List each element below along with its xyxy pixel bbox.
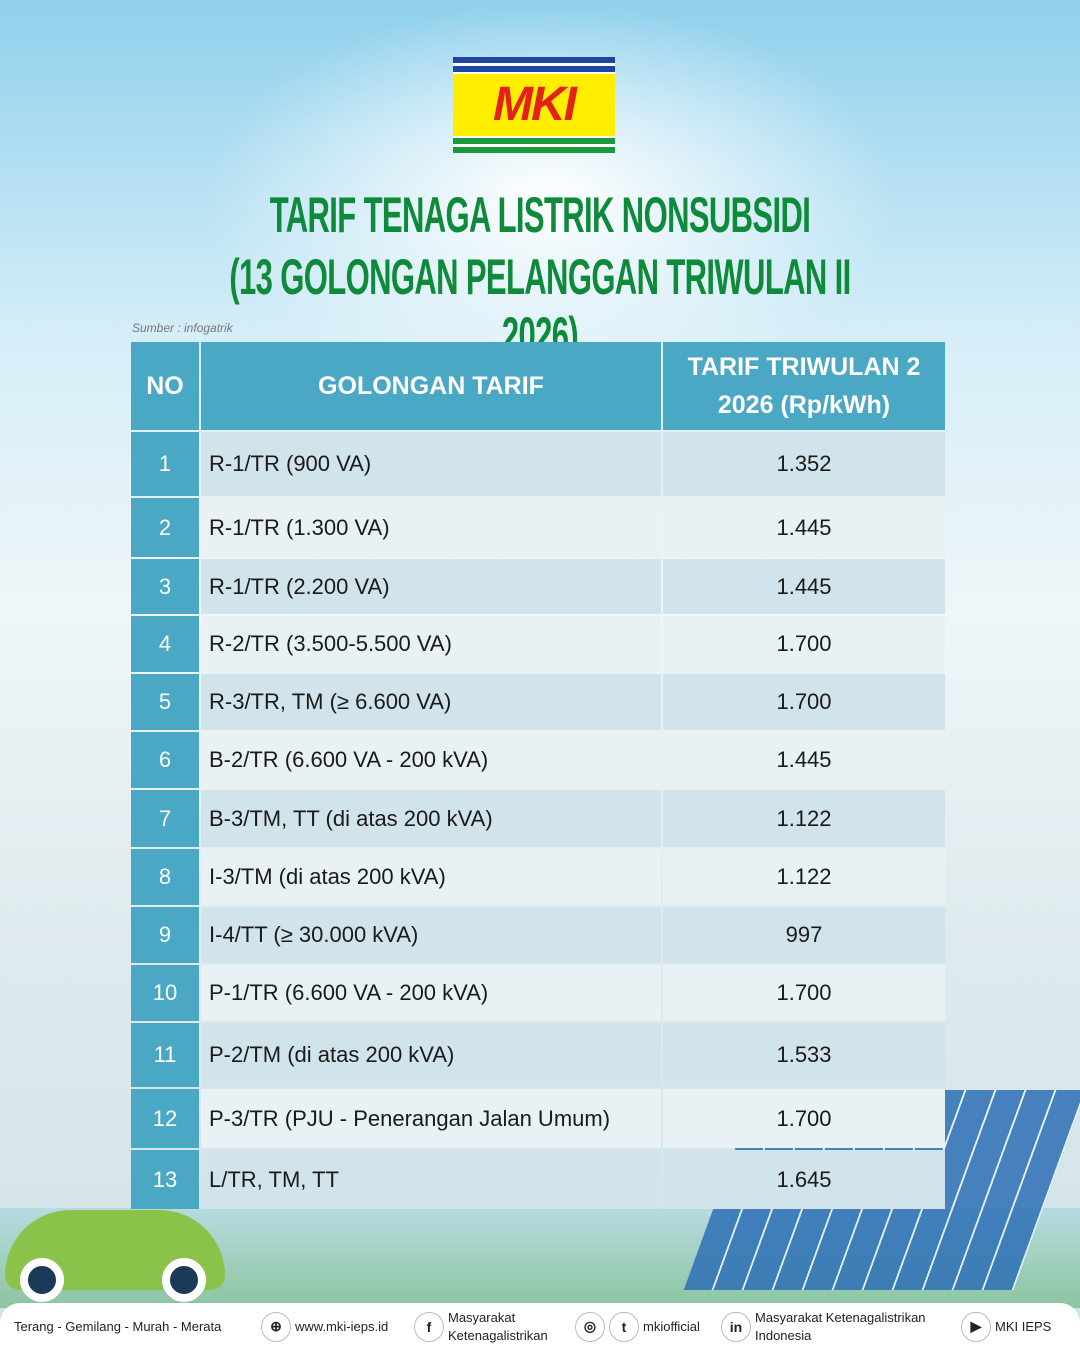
row-number: 5	[131, 674, 199, 730]
tariff-class: R-1/TR (900 VA)	[201, 432, 661, 496]
tariff-value: 1.445	[663, 498, 945, 557]
logo-text: MKI	[493, 78, 577, 131]
tariff-class: R-2/TR (3.500-5.500 VA)	[201, 616, 661, 672]
table-row: 9 I-4/TT (≥ 30.000 kVA) 997	[131, 907, 945, 963]
row-number: 4	[131, 616, 199, 672]
table-row: 3 R-1/TR (2.200 VA) 1.445	[131, 559, 945, 614]
globe-icon: ⊕	[261, 1311, 291, 1342]
table-row: 12 P-3/TR (PJU - Penerangan Jalan Umum) 1.…	[131, 1089, 945, 1148]
car-wheel	[162, 1258, 206, 1302]
instagram-icon: ◎	[575, 1311, 605, 1342]
row-number: 1	[131, 432, 199, 496]
tariff-value: 1.122	[663, 790, 945, 847]
tariff-class: P-3/TR (PJU - Penerangan Jalan Umum)	[201, 1089, 661, 1148]
table-row: 10 P-1/TR (6.600 VA - 200 kVA) 1.700	[131, 965, 945, 1021]
tariff-value: 1.533	[663, 1023, 945, 1087]
tariff-value: 1.700	[663, 965, 945, 1021]
row-number: 7	[131, 790, 199, 847]
tariff-value: 1.645	[663, 1150, 945, 1209]
tariff-value: 1.445	[663, 559, 945, 614]
tariff-value: 1.122	[663, 849, 945, 905]
tariff-class: R-3/TR, TM (≥ 6.600 VA)	[201, 674, 661, 730]
row-number: 9	[131, 907, 199, 963]
row-number: 8	[131, 849, 199, 905]
table-row: 11 P-2/TM (di atas 200 kVA) 1.533	[131, 1023, 945, 1087]
tariff-class: L/TR, TM, TT	[201, 1150, 661, 1209]
title-line-2: (13 GOLONGAN PELANGGAN TRIWULAN II 2026)	[229, 249, 851, 363]
header-tarif: TARIF TRIWULAN 2 2026 (Rp/kWh)	[663, 342, 945, 430]
tariff-value: 1.700	[663, 616, 945, 672]
mki-logo: MKI	[453, 57, 615, 153]
tariff-value: 997	[663, 907, 945, 963]
table-row: 8 I-3/TM (di atas 200 kVA) 1.122	[131, 849, 945, 905]
header-golongan: GOLONGAN TARIF	[201, 342, 661, 430]
facebook-link[interactable]: Masyarakat Ketenagalistrikan	[448, 1309, 548, 1343]
table-row: 4 R-2/TR (3.500-5.500 VA) 1.700	[131, 616, 945, 672]
tagline: Terang - Gemilang - Murah - Merata	[14, 1319, 222, 1334]
header-no: NO	[131, 342, 199, 430]
twitter-icon: t	[609, 1311, 639, 1342]
social-handle[interactable]: mkiofficial	[643, 1319, 700, 1334]
row-number: 2	[131, 498, 199, 557]
tariff-value: 1.445	[663, 732, 945, 788]
youtube-link[interactable]: MKI IEPS	[995, 1319, 1052, 1334]
table-row: 2 R-1/TR (1.300 VA) 1.445	[131, 498, 945, 557]
table-row: 5 R-3/TR, TM (≥ 6.600 VA) 1.700	[131, 674, 945, 730]
tariff-class: P-2/TM (di atas 200 kVA)	[201, 1023, 661, 1087]
website-link[interactable]: www.mki-ieps.id	[295, 1319, 389, 1334]
tariff-value: 1.700	[663, 674, 945, 730]
tariff-class: R-1/TR (1.300 VA)	[201, 498, 661, 557]
table-row: 6 B-2/TR (6.600 VA - 200 kVA) 1.445	[131, 732, 945, 788]
row-number: 10	[131, 965, 199, 1021]
row-number: 13	[131, 1150, 199, 1209]
facebook-icon: f	[414, 1311, 444, 1342]
tariff-class: P-1/TR (6.600 VA - 200 kVA)	[201, 965, 661, 1021]
tariff-class: I-4/TT (≥ 30.000 kVA)	[201, 907, 661, 963]
table-row: 7 B-3/TM, TT (di atas 200 kVA) 1.122	[131, 790, 945, 847]
tariff-class: I-3/TM (di atas 200 kVA)	[201, 849, 661, 905]
source-note: Sumber : infogatrik	[132, 321, 233, 335]
title-line-1: TARIF TENAGA LISTRIK NONSUBSIDI	[269, 187, 811, 243]
tariff-table: NO GOLONGAN TARIF TARIF TRIWULAN 2 2026 …	[129, 340, 947, 1211]
linkedin-icon: in	[721, 1311, 751, 1342]
table-row: 13 L/TR, TM, TT 1.645	[131, 1150, 945, 1209]
row-number: 3	[131, 559, 199, 614]
tariff-value: 1.352	[663, 432, 945, 496]
linkedin-link[interactable]: Masyarakat Ketenagalistrikan Indonesia	[755, 1309, 926, 1343]
tariff-value: 1.700	[663, 1089, 945, 1148]
row-number: 6	[131, 732, 199, 788]
footer: Terang - Gemilang - Murah - Merata ⊕ www.…	[0, 1303, 1080, 1350]
tariff-class: B-3/TM, TT (di atas 200 kVA)	[201, 790, 661, 847]
tariff-class: B-2/TR (6.600 VA - 200 kVA)	[201, 732, 661, 788]
row-number: 12	[131, 1089, 199, 1148]
table-row: 1 R-1/TR (900 VA) 1.352	[131, 432, 945, 496]
youtube-icon: ▶	[961, 1311, 991, 1342]
tariff-class: R-1/TR (2.200 VA)	[201, 559, 661, 614]
row-number: 11	[131, 1023, 199, 1087]
car-wheel	[20, 1258, 64, 1302]
